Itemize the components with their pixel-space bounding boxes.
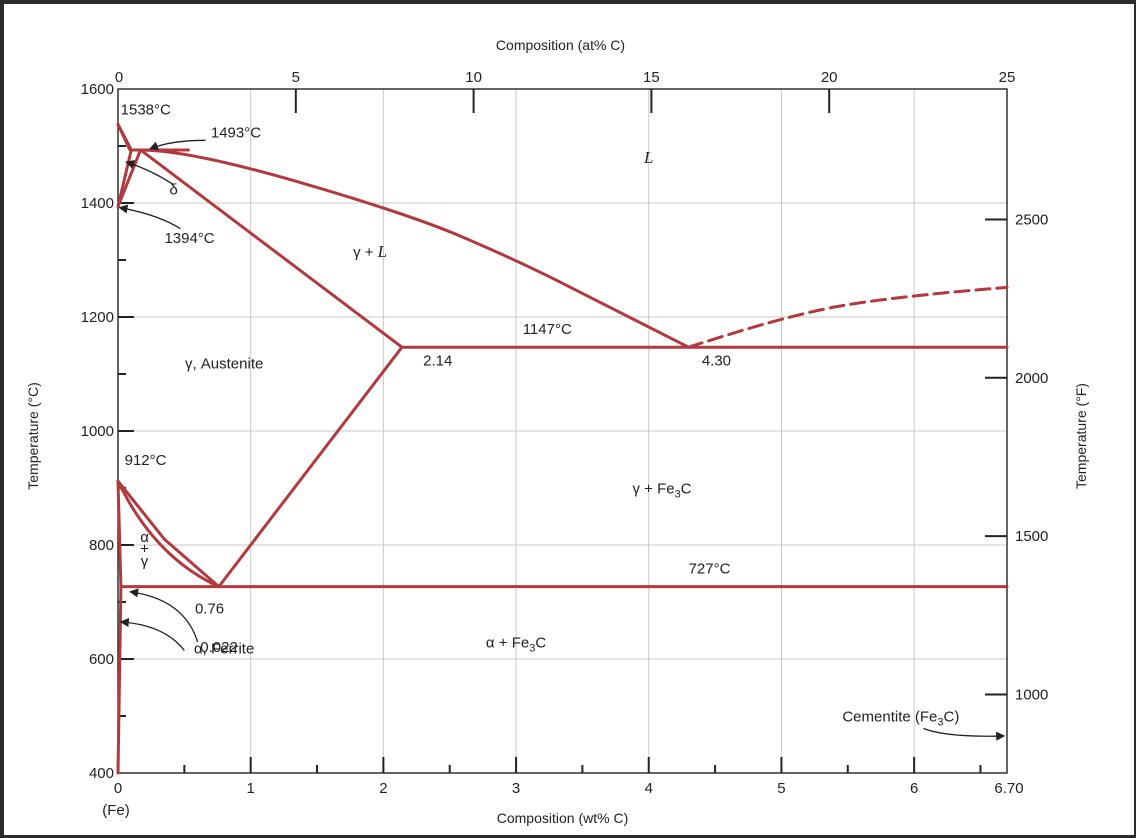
x-axis-title: Composition (wt% C) xyxy=(497,810,628,826)
x-origin-note: (Fe) xyxy=(102,802,130,819)
phase-boundary xyxy=(116,479,221,589)
x-tick-label: 6.70 xyxy=(994,780,1023,797)
y2-tick-label: 2000 xyxy=(1015,370,1048,387)
phase-label: γ + Fe3C xyxy=(632,481,691,501)
phase-label: δ xyxy=(170,181,178,198)
y2-tick-label: 1000 xyxy=(1015,686,1048,703)
annotation-label: 0.76 xyxy=(195,600,224,617)
phase-label: + xyxy=(140,541,149,558)
y-tick-label: 1000 xyxy=(81,423,114,440)
phase-label: γ + L xyxy=(353,242,387,261)
leader-arrow xyxy=(119,617,185,651)
phase-label: L xyxy=(643,148,653,167)
x-tick-label: 1 xyxy=(247,780,255,797)
x-tick-label: 0 xyxy=(114,780,122,797)
annotation-label: 1493°C xyxy=(211,124,261,141)
annotation-label: 1538°C xyxy=(121,102,171,119)
y-tick-label: 800 xyxy=(89,537,114,554)
x2-tick-label: 25 xyxy=(999,69,1016,86)
annotation-label: 912°C xyxy=(125,452,167,469)
x2-axis-title: Composition (at% C) xyxy=(496,37,625,53)
y-tick-label: 400 xyxy=(89,765,114,782)
x-tick-label: 5 xyxy=(777,780,785,797)
y-tick-label: 1200 xyxy=(81,309,114,326)
leader-arrow xyxy=(129,588,199,643)
annotation-label: 0.022 xyxy=(200,639,238,656)
annotation-label: 727°C xyxy=(689,561,731,578)
gridlines xyxy=(118,89,1007,773)
phase-boundary-dashed xyxy=(687,285,1009,349)
phase-label: α, Ferrite xyxy=(194,640,254,657)
x2-tick-label: 15 xyxy=(643,69,660,86)
phase-boundary xyxy=(139,148,404,349)
y-axis-title: Temperature (°C) xyxy=(25,382,41,490)
leader-arrow xyxy=(149,139,206,151)
ticks xyxy=(118,89,1007,773)
phase-label: γ, Austenite xyxy=(185,355,263,372)
phase-label: α xyxy=(140,529,149,546)
phase-boundary xyxy=(116,148,143,208)
y2-tick-label: 2500 xyxy=(1015,211,1048,228)
annotation-label: 2.14 xyxy=(423,352,452,369)
x2-tick-label: 5 xyxy=(292,69,300,86)
leader-arrows xyxy=(118,139,1006,741)
phase-boundary xyxy=(116,122,190,152)
leader-arrow xyxy=(125,160,175,186)
phase-boundary xyxy=(116,479,123,589)
x-tick-label: 3 xyxy=(512,780,520,797)
y-tick-label: 1600 xyxy=(81,81,114,98)
phase-label: γ xyxy=(141,553,149,570)
x-tick-label: 2 xyxy=(379,780,387,797)
y-tick-label: 600 xyxy=(89,651,114,668)
phase-boundary xyxy=(116,585,123,775)
y-tick-label: 1400 xyxy=(81,195,114,212)
annotation-label: 1147°C xyxy=(523,321,572,338)
chart-frame: 0 1 2 3 4 5 6 6.70 (Fe) 400 600 800 1000 1200 1400 1600… xyxy=(4,4,1134,835)
phase-boundary xyxy=(139,148,691,349)
phase-boundary-solvus xyxy=(116,479,221,589)
x2-tick-label: 20 xyxy=(821,69,838,86)
fe-c-phase-diagram: 0 1 2 3 4 5 6 6.70 (Fe) 400 600 800 1000 1200 1400 1600… xyxy=(25,37,1089,826)
y2-axis-title: Temperature (°F) xyxy=(1073,383,1089,489)
annotation-label: 1394°C xyxy=(164,230,214,247)
x2-tick-label: 10 xyxy=(465,69,482,86)
y2-tick-label: 1500 xyxy=(1015,528,1048,545)
leader-arrow xyxy=(923,727,1006,741)
phase-boundaries xyxy=(116,122,1009,775)
x-tick-label: 4 xyxy=(645,780,653,797)
phase-label: α + Fe3C xyxy=(486,635,546,655)
leader-arrow xyxy=(118,204,181,230)
annotation-label: 4.30 xyxy=(702,352,731,369)
x-tick-label: 6 xyxy=(910,780,918,797)
phase-boundary xyxy=(217,345,404,589)
phase-label: Cementite (Fe3C) xyxy=(842,709,959,729)
x2-tick-label: 0 xyxy=(115,69,123,86)
